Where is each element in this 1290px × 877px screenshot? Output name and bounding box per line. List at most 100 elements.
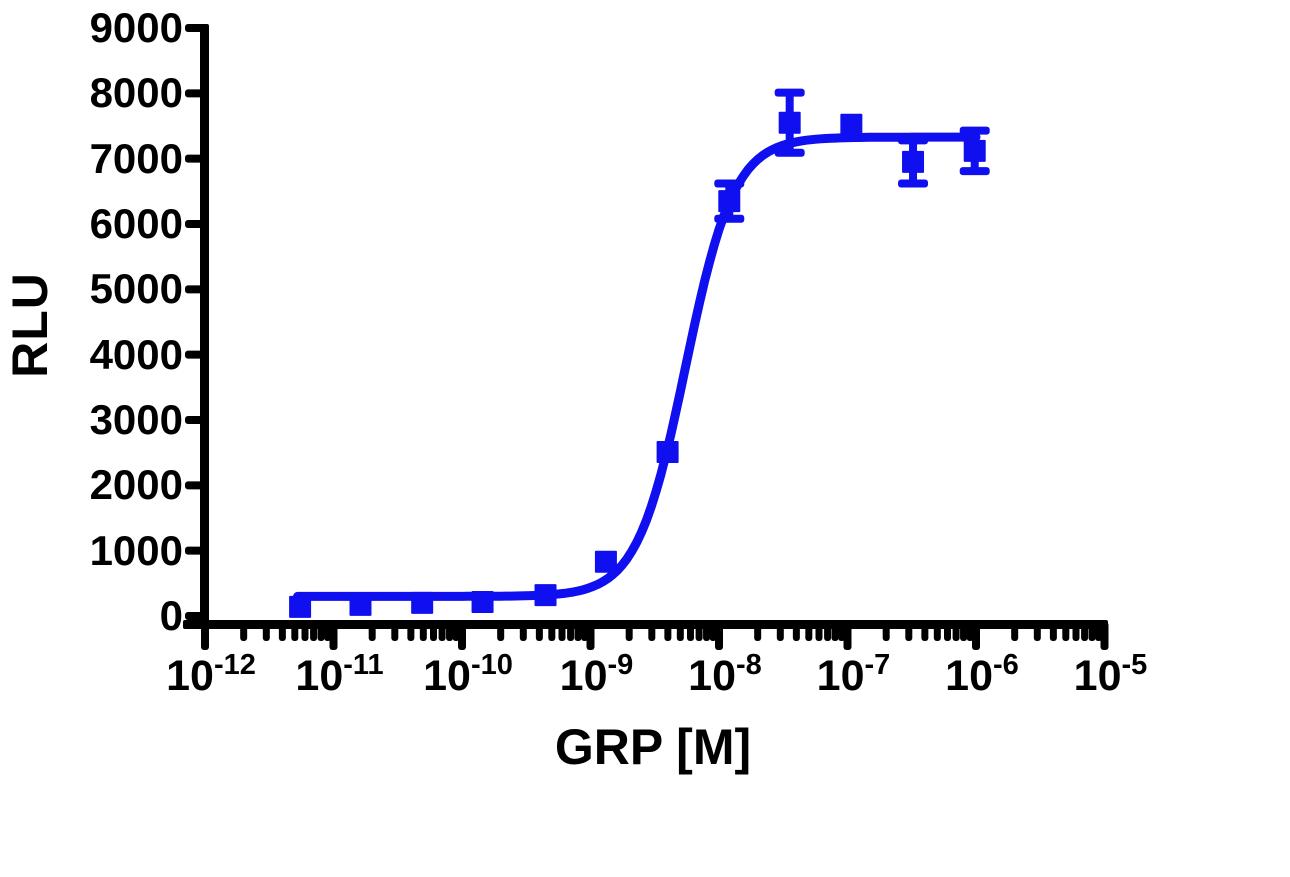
x-minor-tick: [1033, 622, 1041, 641]
data-point-marker: [778, 111, 801, 134]
x-axis-tick-label: 10-11: [295, 649, 384, 701]
x-tick-exponent: -5: [1121, 649, 1148, 681]
data-point-marker: [471, 590, 494, 613]
x-minor-tick: [960, 622, 968, 641]
x-axis-tick-label: 10-7: [817, 649, 891, 701]
y-tick: [185, 220, 205, 228]
y-axis-tick-label: 0: [159, 592, 183, 639]
x-minor-tick: [1049, 622, 1057, 641]
x-minor-tick: [933, 622, 941, 641]
x-minor-tick: [1095, 622, 1103, 641]
y-axis-tick-label: 7000: [89, 134, 183, 182]
y-tick: [185, 24, 205, 32]
data-point-marker: [534, 584, 557, 607]
x-major-tick: [972, 622, 980, 650]
x-minor-tick: [792, 622, 800, 641]
y-axis-tick-label: 2000: [89, 461, 183, 509]
x-minor-tick: [966, 622, 974, 641]
data-point-marker: [594, 550, 617, 573]
x-minor-tick: [548, 622, 556, 641]
x-minor-tick: [921, 622, 929, 641]
x-axis-tick-label: 10-6: [945, 649, 1019, 701]
x-axis-tick-label: 10-12: [166, 649, 256, 701]
y-axis-tick-label: 4000: [89, 330, 183, 378]
x-minor-tick: [278, 622, 286, 641]
x-minor-tick: [391, 622, 399, 641]
data-point-marker: [963, 139, 986, 162]
x-minor-tick: [419, 622, 427, 641]
y-tick: [185, 285, 205, 294]
x-minor-tick: [438, 622, 446, 641]
x-minor-tick: [535, 622, 543, 641]
error-bar-cap-bottom: [898, 179, 929, 188]
x-minor-tick: [567, 622, 575, 641]
x-minor-tick: [1081, 622, 1089, 641]
x-minor-tick: [574, 622, 582, 641]
x-major-tick: [201, 622, 209, 650]
x-minor-tick: [1088, 622, 1096, 641]
x-minor-tick: [407, 622, 415, 641]
x-minor-tick: [324, 622, 332, 641]
x-minor-tick: [368, 622, 376, 641]
y-tick: [185, 612, 205, 620]
x-minor-tick: [882, 622, 890, 641]
x-tick-base: 10: [295, 652, 344, 700]
data-point-marker: [289, 595, 312, 618]
y-axis-ticks: [185, 24, 205, 620]
y-axis-tick-label: 9000: [89, 4, 183, 51]
x-minor-tick: [664, 622, 672, 641]
y-axis-tick-label: 6000: [89, 200, 183, 247]
x-minor-tick: [301, 622, 309, 641]
x-axis-tick-label: 10-5: [1073, 649, 1148, 701]
x-axis-tick-label: 10-9: [559, 649, 634, 701]
x-axis-minor-ticks: [240, 622, 1103, 641]
x-major-tick: [329, 622, 338, 650]
x-axis-tick-label: 10-8: [688, 649, 762, 701]
x-minor-tick: [262, 622, 270, 641]
x-minor-tick: [815, 622, 823, 641]
x-axis-ticks: [201, 622, 1109, 650]
x-minor-tick: [581, 622, 589, 641]
x-minor-tick: [558, 622, 566, 641]
x-minor-tick: [429, 622, 437, 641]
y-tick: [185, 416, 205, 424]
x-tick-base: 10: [166, 652, 214, 700]
x-tick-base: 10: [559, 652, 608, 700]
x-minor-tick: [1011, 622, 1019, 641]
x-major-tick: [1100, 622, 1109, 650]
x-tick-exponent: -9: [607, 649, 634, 681]
y-axis-tick-label: 8000: [89, 69, 183, 117]
error-bar-cap-top: [774, 88, 805, 97]
x-minor-tick: [317, 622, 325, 641]
data-point-marker: [718, 190, 741, 213]
x-minor-tick: [1072, 622, 1080, 641]
x-minor-tick: [703, 622, 711, 641]
x-minor-tick: [497, 622, 505, 641]
x-tick-exponent: -12: [213, 649, 256, 681]
data-points: [289, 111, 986, 618]
y-tick: [185, 481, 205, 490]
data-point-marker: [656, 441, 679, 464]
y-tick: [185, 89, 205, 98]
data-point-marker: [902, 150, 925, 173]
x-tick-base: 10: [1073, 652, 1122, 700]
x-minor-tick: [831, 622, 839, 641]
x-minor-tick: [805, 622, 813, 641]
y-axis-tick-label: 1000: [89, 526, 183, 574]
x-tick-exponent: -6: [993, 649, 1019, 681]
x-minor-tick: [824, 622, 832, 641]
x-minor-tick: [240, 622, 248, 641]
x-minor-tick: [676, 622, 684, 641]
x-tick-exponent: -11: [343, 649, 384, 681]
x-tick-exponent: -10: [470, 649, 513, 681]
y-axis-tick-label: 5000: [89, 265, 183, 313]
x-minor-tick: [310, 622, 318, 641]
x-minor-tick: [648, 622, 656, 641]
x-minor-tick: [709, 622, 717, 641]
x-tick-exponent: -8: [736, 649, 762, 681]
error-bar-cap-bottom: [959, 167, 990, 176]
axes: [183, 24, 1108, 629]
x-tick-exponent: -7: [864, 649, 891, 681]
x-minor-tick: [838, 622, 846, 641]
